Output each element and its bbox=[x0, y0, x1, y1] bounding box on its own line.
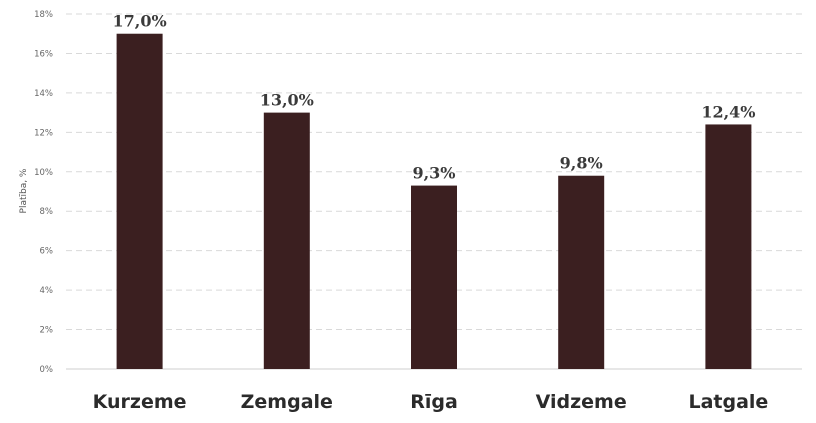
bar-vidzeme bbox=[558, 175, 605, 369]
y-tick-label: 14% bbox=[34, 89, 53, 99]
bar-zemgale bbox=[263, 112, 310, 369]
data-label: 13,0% bbox=[260, 91, 314, 110]
y-tick-label: 10% bbox=[34, 168, 53, 178]
data-label: 17,0% bbox=[113, 12, 167, 31]
y-axis-ticks: 0% 2% 4% 6% 8% 10% 12% 14% 16% 18% bbox=[34, 10, 53, 375]
y-axis-label: Platība, % bbox=[19, 168, 29, 213]
bar-kurzeme bbox=[116, 33, 163, 369]
data-label: 9,8% bbox=[560, 154, 603, 173]
y-tick-label: 2% bbox=[40, 326, 54, 336]
y-tick-label: 8% bbox=[40, 207, 54, 217]
category-label: Kurzeme bbox=[93, 391, 187, 413]
y-tick-label: 6% bbox=[40, 247, 54, 257]
data-label: 9,3% bbox=[412, 164, 455, 183]
category-label: Vidzeme bbox=[536, 391, 627, 413]
y-tick-label: 12% bbox=[34, 128, 53, 138]
data-labels: 17,0% 13,0% 9,3% 9,8% 12,4% bbox=[113, 12, 756, 183]
y-tick-label: 4% bbox=[40, 286, 54, 296]
y-tick-label: 16% bbox=[34, 49, 53, 59]
category-label: Zemgale bbox=[241, 391, 333, 413]
data-label: 12,4% bbox=[701, 102, 755, 121]
x-axis-categories: Kurzeme Zemgale Rīga Vidzeme Latgale bbox=[93, 391, 769, 413]
category-label: Latgale bbox=[688, 391, 768, 413]
y-tick-label: 18% bbox=[34, 10, 53, 20]
category-label: Rīga bbox=[410, 391, 458, 413]
bars bbox=[116, 33, 752, 369]
bar-r-ga bbox=[411, 185, 457, 369]
y-tick-label: 0% bbox=[40, 365, 54, 375]
gridlines bbox=[66, 13, 802, 370]
bar-latgale bbox=[705, 124, 752, 369]
